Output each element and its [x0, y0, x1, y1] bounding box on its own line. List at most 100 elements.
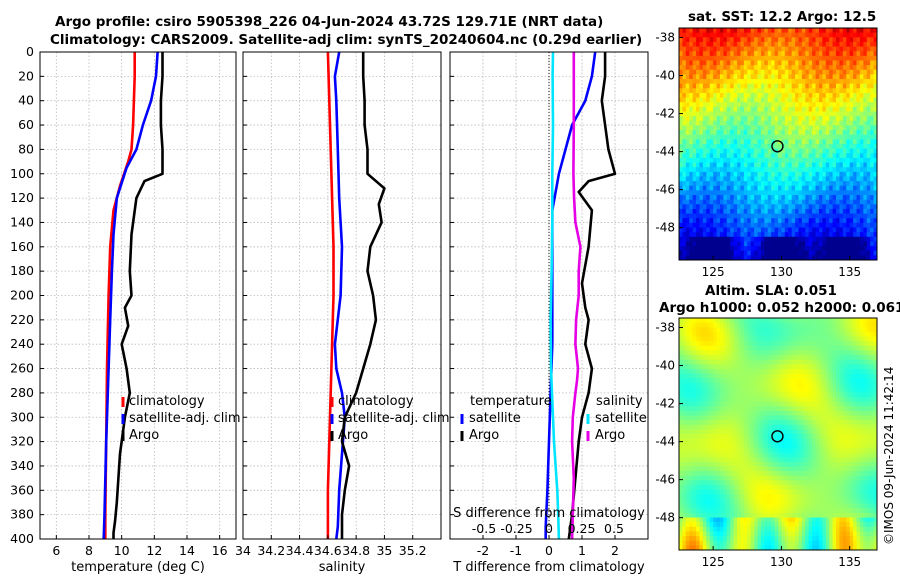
map-cell — [730, 46, 735, 52]
map-cell — [754, 74, 758, 80]
map-cell — [726, 167, 731, 173]
legend-label: satellite — [469, 411, 521, 426]
map-cell — [818, 327, 823, 333]
map-cell — [846, 148, 851, 154]
map-cell — [767, 378, 772, 384]
map-cell — [859, 120, 864, 126]
map-cell — [870, 222, 874, 228]
map-cell — [737, 208, 741, 214]
map-cell — [798, 364, 803, 370]
map-cell — [805, 232, 810, 238]
map-cell — [791, 139, 796, 145]
map-cell — [760, 392, 765, 398]
map-cell — [771, 415, 775, 421]
map-cell — [839, 106, 844, 112]
map-cell — [702, 434, 707, 440]
map-cell — [791, 218, 796, 224]
map-cell — [805, 429, 810, 435]
map-cell — [730, 181, 735, 187]
map-cell — [723, 88, 728, 94]
map-cell — [696, 364, 700, 370]
map-cell — [846, 457, 851, 463]
map-cell — [778, 222, 782, 228]
map-cell — [754, 120, 758, 126]
map-cell — [788, 176, 793, 182]
map-cell — [757, 195, 762, 201]
map-cell — [808, 195, 813, 201]
map-cell — [713, 336, 717, 342]
map-cell — [719, 434, 724, 440]
map-cell — [750, 218, 755, 224]
map-cell — [781, 447, 786, 453]
map-cell — [679, 222, 683, 228]
map-cell — [767, 116, 772, 122]
map-cell — [685, 250, 690, 256]
map-cell — [859, 373, 864, 379]
map-cell — [706, 176, 711, 182]
map-cell — [713, 373, 717, 379]
map-cell — [801, 162, 806, 168]
map-cell — [873, 382, 878, 388]
map-cell — [699, 392, 704, 398]
map-cell — [692, 37, 697, 43]
map-cell — [795, 106, 799, 112]
map-cell — [706, 79, 711, 85]
map-cell — [856, 401, 861, 407]
map-cell — [856, 51, 861, 57]
map-cell — [682, 410, 687, 416]
map-cell — [873, 37, 878, 43]
map-cell — [839, 241, 844, 247]
map-cell — [685, 97, 690, 103]
map-cell — [682, 167, 687, 173]
map-cell — [764, 176, 769, 182]
map-cell — [750, 83, 755, 89]
map-cell — [726, 424, 731, 430]
map-cell — [853, 438, 857, 444]
x-axis-label: temperature (deg C) — [71, 560, 205, 575]
map-cell — [764, 410, 769, 416]
map-cell — [774, 447, 779, 453]
map-cell — [784, 318, 789, 324]
map-cell — [798, 420, 803, 426]
map-cell — [812, 218, 816, 224]
map-cell — [757, 74, 762, 80]
map-cell — [791, 148, 796, 154]
map-cell — [689, 190, 694, 196]
map-cell — [832, 144, 837, 150]
map-cell — [713, 148, 717, 154]
map-cell — [866, 350, 871, 356]
map-cell — [870, 111, 874, 117]
map-cell — [791, 424, 796, 430]
map-cell — [713, 111, 717, 117]
map-cell — [760, 97, 765, 103]
map-cell — [870, 392, 874, 398]
map-cell — [795, 250, 799, 256]
map-cell — [689, 144, 694, 150]
map-cell — [812, 382, 816, 388]
map-cell — [730, 331, 735, 337]
map-cell — [696, 218, 700, 224]
map-cell — [873, 241, 878, 247]
map-cell — [842, 46, 847, 52]
map-cell — [767, 429, 772, 435]
map-cell — [818, 401, 823, 407]
map-cell — [788, 106, 793, 112]
map-cell — [760, 236, 765, 242]
map-cell — [689, 387, 694, 393]
map-cell — [836, 125, 840, 131]
map-cell — [750, 213, 755, 219]
map-cell — [733, 92, 738, 98]
map-cell — [702, 55, 707, 61]
map-cell — [798, 204, 803, 210]
map-cell — [713, 438, 717, 444]
map-cell — [781, 92, 786, 98]
map-cell — [689, 350, 694, 356]
map-cell — [747, 382, 752, 388]
map-cell — [696, 420, 700, 426]
map-cell — [764, 162, 769, 168]
map-cell — [743, 60, 748, 66]
map-cell — [791, 232, 796, 238]
map-cell — [836, 406, 840, 412]
map-cell — [699, 218, 704, 224]
map-cell — [853, 341, 857, 347]
